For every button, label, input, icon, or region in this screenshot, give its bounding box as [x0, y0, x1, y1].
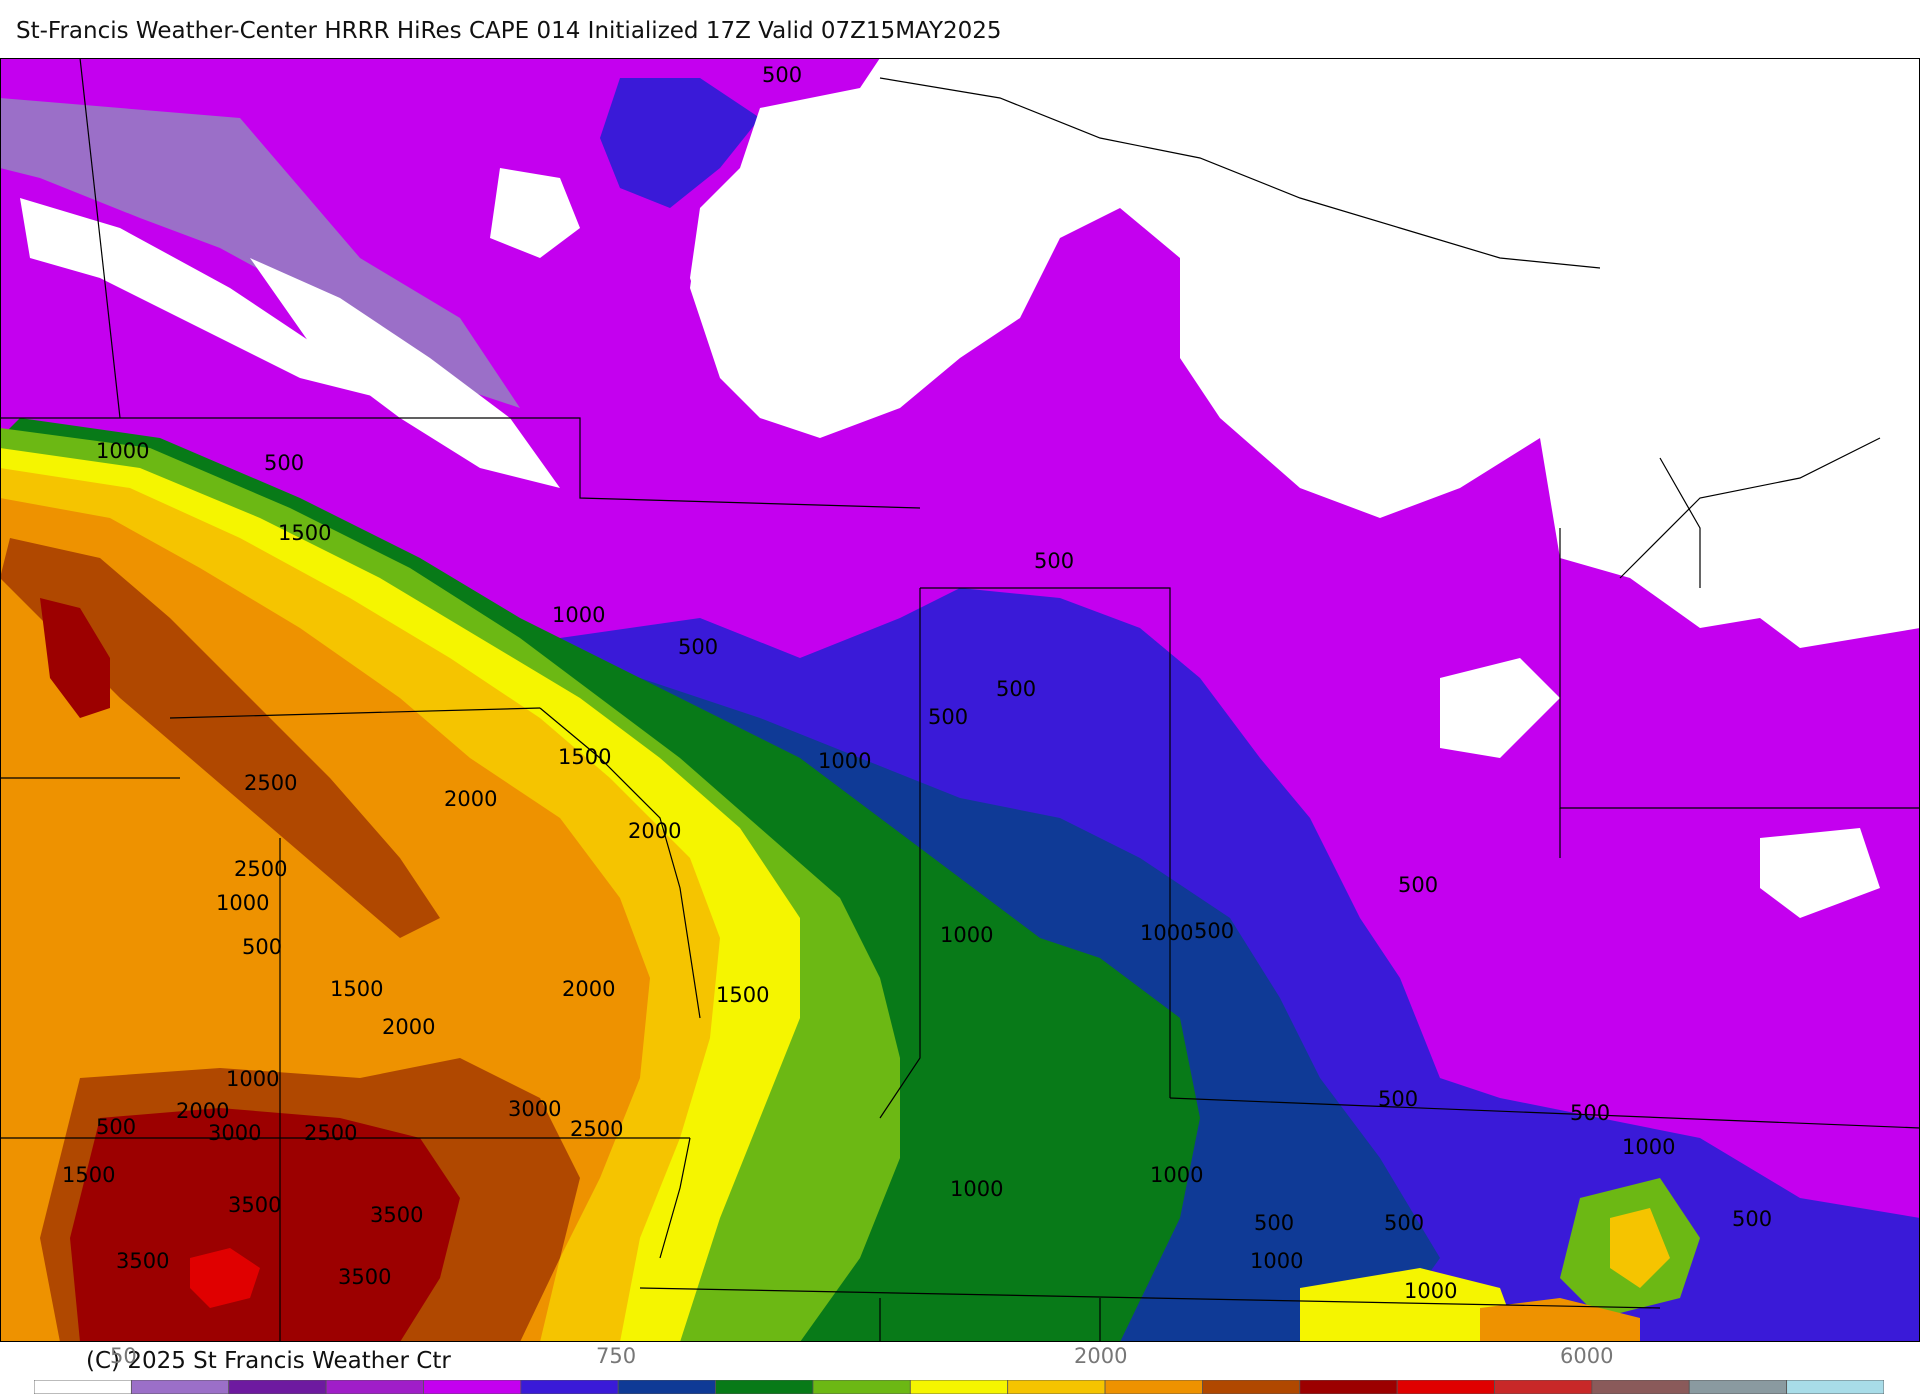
hole-white-1: [20, 198, 380, 398]
contour-label: 2000: [628, 819, 681, 843]
contour-label: 2500: [304, 1121, 357, 1145]
colorbar: [34, 1380, 1884, 1394]
contour-label: 1000: [226, 1067, 279, 1091]
contour-label: 500: [1378, 1087, 1418, 1111]
contour-label: 1000: [216, 891, 269, 915]
contour-label: 500: [1398, 873, 1438, 897]
contour-label: 3000: [508, 1097, 561, 1121]
colorbar-swatch-dark-green: [715, 1380, 814, 1394]
colorbar-swatch-dark-purple: [228, 1380, 327, 1394]
field-dark-red-south: [70, 1108, 460, 1342]
contour-label: 2000: [444, 787, 497, 811]
contour-label: 500: [264, 451, 304, 475]
contour-label: 2500: [570, 1117, 623, 1141]
contour-label: 1500: [278, 521, 331, 545]
colorbar-swatch-gray: [1688, 1380, 1788, 1394]
cape-map: 500 1000 500 1500 1000 500 500 500 500 1…: [0, 58, 1920, 1342]
contour-label: 500: [1384, 1211, 1424, 1235]
colorbar-swatch-purple: [325, 1380, 424, 1394]
field-gold-east: [1610, 1208, 1670, 1288]
contour-label: 500: [1254, 1211, 1294, 1235]
contour-label: 500: [242, 935, 282, 959]
contour-label: 1000: [940, 923, 993, 947]
contour-label: 500: [1732, 1207, 1772, 1231]
contour-label: 1500: [716, 983, 769, 1007]
map-title: St-Francis Weather-Center HRRR HiRes CAP…: [16, 18, 1002, 44]
contour-label: 1000: [818, 749, 871, 773]
contour-label: 3500: [116, 1249, 169, 1273]
hole-white-2: [250, 258, 560, 488]
contour-label: 2000: [176, 1099, 229, 1123]
colorbar-swatch-dark-red: [1299, 1380, 1398, 1394]
colorbar-swatch-brown: [1202, 1380, 1301, 1394]
contour-label: 3500: [338, 1265, 391, 1289]
field-orange-southeast: [1480, 1298, 1640, 1342]
field-lavender: [0, 98, 520, 408]
contour-label: 1000: [1140, 921, 1193, 945]
field-blue-north: [600, 78, 760, 208]
colorbar-swatch-lavender: [130, 1380, 230, 1394]
hole-white-3: [490, 168, 580, 258]
colorbar-label-6000: 6000: [1560, 1344, 1614, 1368]
contour-label: 2000: [562, 977, 615, 1001]
hole-white-east: [1760, 828, 1880, 918]
colorbar-swatch-crimson: [1494, 1380, 1593, 1394]
field-brown: [0, 538, 440, 938]
colorbar-swatch-red: [1396, 1380, 1495, 1394]
colorbar-swatch-mauve: [1591, 1380, 1690, 1394]
contour-label: 1500: [62, 1163, 115, 1187]
contour-label: 500: [1034, 549, 1074, 573]
colorbar-swatch-gold: [1007, 1380, 1106, 1394]
field-red: [190, 1248, 260, 1308]
contour-label: 500: [1570, 1101, 1610, 1125]
contour-label: 500: [762, 63, 802, 87]
contour-label: 1000: [950, 1177, 1003, 1201]
contour-label: 1000: [1404, 1279, 1457, 1303]
colorbar-swatch-green: [812, 1380, 911, 1394]
contour-label: 1000: [1150, 1163, 1203, 1187]
contour-label: 3500: [370, 1203, 423, 1227]
contour-label: 2500: [234, 857, 287, 881]
contour-label: 3500: [228, 1193, 281, 1217]
field-dark-red: [40, 598, 110, 718]
contour-label: 500: [96, 1115, 136, 1139]
contour-label: 1500: [330, 977, 383, 1001]
colorbar-label-left: 50: [110, 1344, 137, 1368]
state-borders: [0, 58, 1920, 1342]
colorbar-swatch-yellow: [909, 1380, 1009, 1394]
hole-white-northeast: [690, 58, 1920, 638]
contour-label: 500: [678, 635, 718, 659]
colorbar-swatch-blue: [520, 1380, 619, 1394]
contour-label: 2500: [244, 771, 297, 795]
field-yellow-southeast: [1300, 1268, 1520, 1342]
hole-white-lake: [1440, 658, 1560, 758]
contour-label: 1000: [1250, 1249, 1303, 1273]
contour-label: 500: [928, 705, 968, 729]
colorbar-label-750: 750: [596, 1344, 637, 1368]
contour-label: 500: [1194, 919, 1234, 943]
contour-label: 1000: [1622, 1135, 1675, 1159]
copyright-text: (C) 2025 St Francis Weather Ctr: [86, 1348, 451, 1374]
contour-label: 2000: [382, 1015, 435, 1039]
colorbar-swatch-orange: [1104, 1380, 1203, 1394]
colorbar-label-2000: 2000: [1074, 1344, 1128, 1368]
contour-labels: 500 1000 500 1500 1000 500 500 500 500 1…: [62, 63, 1772, 1303]
contour-label: 1000: [96, 439, 149, 463]
contour-label: 3000: [208, 1121, 261, 1145]
colorbar-swatch-magenta: [423, 1380, 522, 1394]
colorbar-swatch-white: [34, 1380, 132, 1394]
contour-label: 1000: [552, 603, 605, 627]
contour-label: 1500: [558, 745, 611, 769]
colorbar-swatch-navy: [617, 1380, 716, 1394]
contour-label: 500: [996, 677, 1036, 701]
colorbar-swatch-light-blue: [1786, 1380, 1884, 1394]
